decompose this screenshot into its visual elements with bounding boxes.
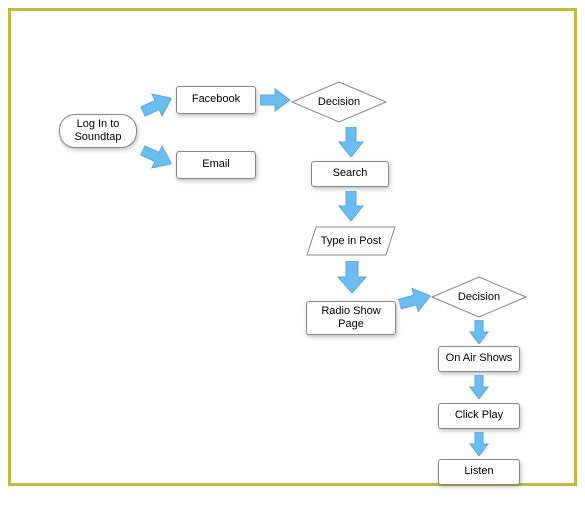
flowchart-canvas: Log In to Soundtap Facebook Email Decisi… (0, 0, 585, 514)
node-label: Search (333, 167, 368, 180)
arrow-search-type (336, 191, 366, 221)
node-email: Email (176, 151, 256, 179)
node-label: Radio Show Page (313, 305, 389, 331)
node-typepost: Type in Post (306, 226, 396, 256)
node-label: Click Play (455, 409, 503, 422)
arrow-login-email (137, 138, 178, 177)
node-label: Email (202, 158, 230, 171)
node-label: Log In to Soundtap (66, 118, 130, 144)
node-radiopage: Radio Show Page (306, 301, 396, 335)
node-listen: Listen (438, 459, 520, 485)
node-label: Type in Post (321, 235, 382, 247)
arrow-type-radio (335, 261, 369, 293)
node-clickplay: Click Play (438, 403, 520, 429)
node-search: Search (311, 161, 389, 187)
arrow-facebook-decision (260, 87, 290, 113)
arrow-decision-search (336, 127, 366, 157)
node-decision2: Decision (431, 276, 527, 318)
arrow-login-facebook (137, 86, 178, 125)
arrow-radio-decision2 (396, 282, 434, 317)
flowchart-frame: Log In to Soundtap Facebook Email Decisi… (8, 8, 577, 486)
node-label: Listen (464, 465, 493, 478)
node-label: Decision (318, 96, 360, 108)
node-facebook: Facebook (176, 86, 256, 114)
arrow-decision2-onair (468, 320, 490, 344)
arrow-clickplay-listen (468, 432, 490, 456)
node-label: Decision (458, 291, 500, 303)
arrow-onair-clickplay (468, 375, 490, 399)
node-label: Facebook (192, 93, 240, 106)
node-login: Log In to Soundtap (59, 114, 137, 148)
node-onair: On Air Shows (438, 346, 520, 372)
node-decision1: Decision (291, 81, 387, 123)
node-label: On Air Shows (446, 352, 513, 365)
